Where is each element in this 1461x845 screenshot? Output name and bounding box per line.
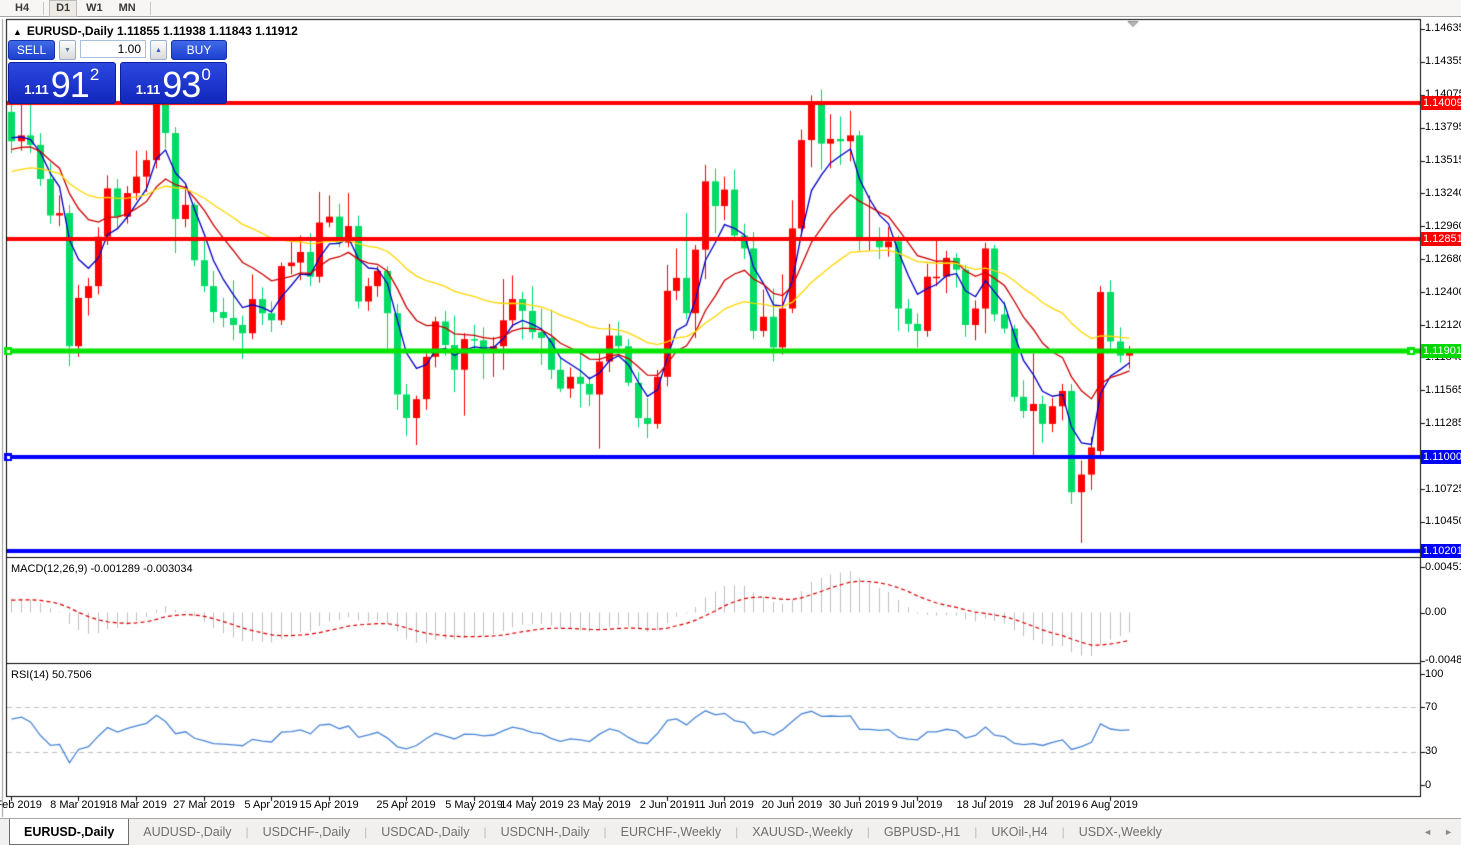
price-axis-label: 1.12680 <box>1425 252 1461 265</box>
date-axis-label: 28 Jul 2019 <box>1023 799 1081 811</box>
chart-tab-audusd-daily[interactable]: AUDUSD-,Daily <box>143 825 232 839</box>
tab-separator: | <box>735 825 739 839</box>
buy-price-big: 93 <box>162 64 201 105</box>
sell-price-prefix: 1.11 <box>24 82 49 97</box>
rsi-axis-label: 0 <box>1425 778 1432 791</box>
date-axis-label: 18 Mar 2019 <box>105 799 167 811</box>
chart-tab-usdcad-daily[interactable]: USDCAD-,Daily <box>381 825 470 839</box>
price-level-badge: 1.10201 <box>1421 543 1461 558</box>
date-axis-label: 9 Jul 2019 <box>891 799 943 811</box>
chart-tab-gbpusd-h1[interactable]: GBPUSD-,H1 <box>883 825 961 839</box>
price-level-badge: 1.14009 <box>1421 95 1461 110</box>
tab-separator: | <box>483 825 487 839</box>
chart-tab-xauusd-weekly[interactable]: XAUUSD-,Weekly <box>752 825 853 839</box>
price-axis-label: 1.11565 <box>1425 383 1461 396</box>
tab-separator: | <box>974 825 978 839</box>
price-axis-label: 1.12400 <box>1425 285 1461 298</box>
sell-price-sup: 2 <box>89 65 100 84</box>
price-axis-label: 1.10725 <box>1425 482 1461 495</box>
chart-tab-usdx-weekly[interactable]: USDX-,Weekly <box>1078 825 1162 839</box>
chart-tab-ukoil-h4[interactable]: UKOil-,H4 <box>991 825 1048 839</box>
date-axis-label: 14 May 2019 <box>500 799 564 811</box>
tab-separator: | <box>603 825 607 839</box>
buy-button[interactable]: BUY <box>171 40 227 60</box>
chart-tab-bar: EURUSD-,Daily AUDUSD-,Daily | USDCHF-,Daily… <box>0 818 1461 845</box>
date-axis-label: 2 Jun 2019 <box>639 799 695 811</box>
rsi-indicator-label: RSI(14) 50.7506 <box>11 669 92 681</box>
rsi-axis-label: 30 <box>1425 745 1438 758</box>
date-axis-label: 5 Apr 2019 <box>244 799 298 811</box>
rsi-axis-label: 70 <box>1425 700 1438 713</box>
chart-title-text: EURUSD-,Daily 1.11855 1.11938 1.11843 1.… <box>26 24 298 38</box>
price-axis-label: 1.11285 <box>1425 416 1461 429</box>
tab-scroll-nav: ◄ ► <box>1423 819 1453 845</box>
chart-title: ▲ EURUSD-,Daily 1.11855 1.11938 1.11843 1… <box>13 24 298 38</box>
volume-decrease-button[interactable]: ▼ <box>59 40 76 60</box>
price-axis-label: 1.12120 <box>1425 318 1461 331</box>
volume-input[interactable] <box>80 40 146 58</box>
tab-separator: | <box>364 825 368 839</box>
macd-axis-label: 0.004517 <box>1425 560 1461 573</box>
date-axis-label: 15 Apr 2019 <box>299 799 359 811</box>
buy-price-sup: 0 <box>201 65 211 84</box>
date-axis-label: 23 May 2019 <box>567 799 631 811</box>
date-axis-label: 27 Feb 2019 <box>0 799 42 811</box>
price-axis-label: 1.13795 <box>1425 121 1461 134</box>
price-axis-label: 1.12960 <box>1425 219 1461 232</box>
date-axis-label: 18 Jul 2019 <box>956 799 1014 811</box>
rsi-axis-label: 100 <box>1425 667 1444 680</box>
date-axis-label: 6 Aug 2019 <box>1082 799 1138 811</box>
price-axis-label: 1.10450 <box>1425 515 1461 528</box>
tab-separator: | <box>866 825 870 839</box>
chart-tab-eurchf-weekly[interactable]: EURCHF-,Weekly <box>620 825 722 839</box>
date-axis-label: 8 Mar 2019 <box>50 799 106 811</box>
date-axis-label: 20 Jun 2019 <box>761 799 823 811</box>
price-axis-label: 1.14355 <box>1425 55 1461 68</box>
macd-axis-label: -0.004806 <box>1425 654 1461 667</box>
date-axis-label: 30 Jun 2019 <box>828 799 890 811</box>
sell-price-panel[interactable]: 1.11 91 2 <box>8 62 116 104</box>
date-axis-label: 27 Mar 2019 <box>173 799 235 811</box>
price-axis-label: 1.13515 <box>1425 154 1461 167</box>
sell-button[interactable]: SELL <box>8 40 55 60</box>
date-axis-label: 11 Jun 2019 <box>694 799 754 811</box>
macd-axis-label: 0.00 <box>1425 606 1447 618</box>
chart-tab-eurusd-daily[interactable]: EURUSD-,Daily <box>9 819 130 845</box>
date-axis-label: 5 May 2019 <box>445 799 503 811</box>
one-click-trading-panel: SELL ▼ ▲ BUY 1.11 91 2 1.11 93 0 <box>8 40 227 104</box>
price-level-badge: 1.11901 <box>1421 343 1461 358</box>
price-level-badge: 1.11000 <box>1421 449 1461 464</box>
tab-scroll-right-icon[interactable]: ► <box>1444 827 1453 837</box>
macd-indicator-label: MACD(12,26,9) -0.001289 -0.003034 <box>11 563 193 575</box>
tab-separator: | <box>1061 825 1065 839</box>
buy-price-panel[interactable]: 1.11 93 0 <box>119 62 227 105</box>
price-axis-label: 1.14635 <box>1425 22 1461 35</box>
tab-scroll-left-icon[interactable]: ◄ <box>1423 827 1433 837</box>
price-level-badge: 1.12851 <box>1421 231 1461 246</box>
price-axis-label: 1.13240 <box>1425 186 1461 199</box>
sell-price-big: 91 <box>50 64 90 105</box>
buy-price-prefix: 1.11 <box>135 82 161 97</box>
collapse-trade-panel-icon[interactable]: ▲ <box>13 27 22 37</box>
tab-separator: | <box>245 825 249 839</box>
chart-tab-usdchf-daily[interactable]: USDCHF-,Daily <box>262 825 351 839</box>
chart-tab-usdcnh-daily[interactable]: USDCNH-,Daily <box>500 825 590 839</box>
date-axis-label: 25 Apr 2019 <box>376 799 436 811</box>
volume-increase-button[interactable]: ▲ <box>150 40 167 60</box>
